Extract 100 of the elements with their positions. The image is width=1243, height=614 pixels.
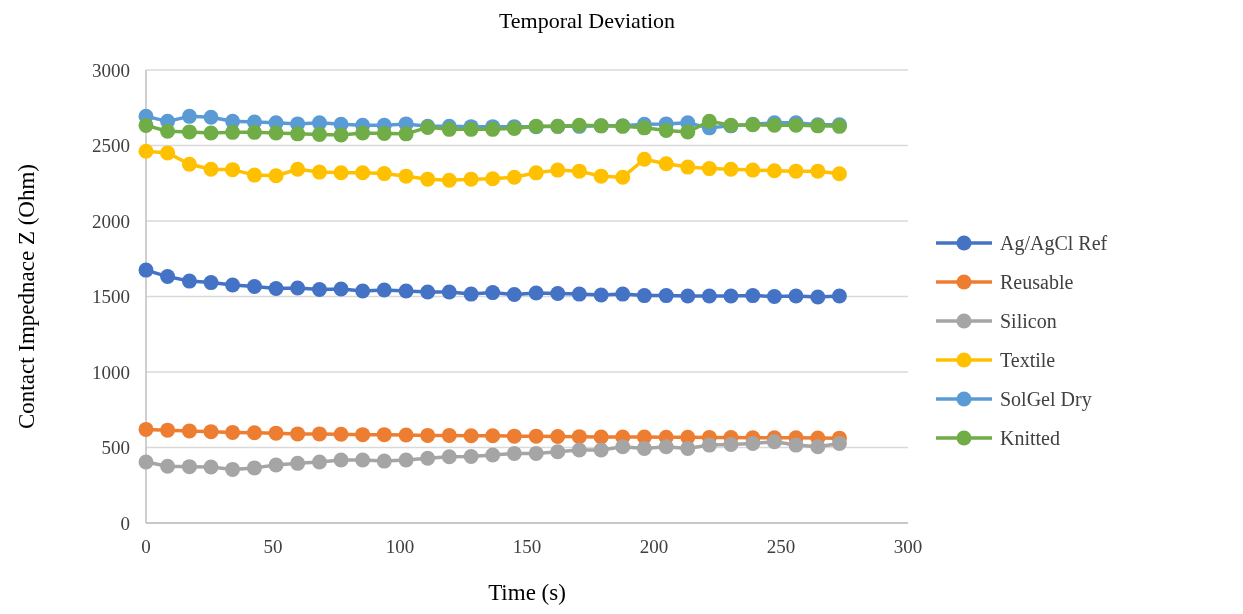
point: [160, 422, 176, 438]
point: [810, 289, 826, 305]
point: [506, 445, 522, 461]
y-tick-label: 0: [120, 512, 130, 534]
point: [355, 452, 371, 468]
point: [246, 167, 262, 183]
point: [550, 285, 566, 301]
point: [203, 109, 219, 125]
point: [701, 161, 717, 177]
point: [225, 162, 241, 178]
x-axis-title: Time (s): [488, 580, 566, 605]
point: [246, 124, 262, 140]
point: [160, 145, 176, 161]
point: [225, 277, 241, 293]
point: [376, 166, 392, 182]
point: [723, 436, 739, 452]
point: [658, 156, 674, 172]
point: [376, 453, 392, 469]
point: [593, 168, 609, 184]
point: [528, 285, 544, 301]
legend-label: SolGel Dry: [1000, 388, 1092, 411]
point: [658, 122, 674, 138]
point: [181, 156, 197, 172]
point: [831, 166, 847, 182]
point: [788, 288, 804, 304]
point: [831, 435, 847, 451]
point: [463, 428, 479, 444]
point: [138, 143, 154, 159]
point: [485, 285, 501, 301]
point: [571, 429, 587, 445]
point: [636, 440, 652, 456]
point: [550, 162, 566, 178]
point: [203, 275, 219, 291]
point: [225, 424, 241, 440]
point: [311, 454, 327, 470]
point: [593, 442, 609, 458]
point: [268, 168, 284, 184]
point: [290, 426, 306, 442]
point: [441, 172, 457, 188]
point: [506, 169, 522, 185]
point: [138, 454, 154, 470]
point: [333, 281, 349, 297]
point: [181, 459, 197, 475]
point: [376, 427, 392, 443]
point: [138, 117, 154, 133]
legend-label: Reusable: [1000, 271, 1074, 293]
point: [138, 421, 154, 437]
y-tick-label: 1000: [92, 361, 130, 383]
point: [181, 273, 197, 289]
point: [463, 171, 479, 187]
point: [290, 126, 306, 142]
point: [268, 125, 284, 141]
point: [355, 165, 371, 181]
point: [571, 286, 587, 302]
point: [311, 426, 327, 442]
point: [506, 428, 522, 444]
chart-title: Temporal Deviation: [498, 8, 676, 33]
point: [485, 447, 501, 463]
point: [831, 288, 847, 304]
point: [680, 124, 696, 140]
point: [615, 286, 631, 302]
point: [311, 282, 327, 298]
legend-label: Knitted: [1000, 427, 1060, 449]
point: [290, 455, 306, 471]
point: [268, 281, 284, 296]
point: [701, 113, 717, 129]
point: [246, 279, 262, 295]
point: [766, 289, 782, 304]
point: [181, 423, 197, 439]
point: [333, 452, 349, 468]
x-tick-label: 300: [893, 536, 923, 557]
point: [701, 288, 717, 304]
point: [745, 162, 761, 178]
point: [181, 124, 197, 140]
point: [766, 163, 782, 179]
point: [615, 439, 631, 455]
legend-label: Ag/AgCl Ref: [1000, 232, 1108, 255]
point: [376, 125, 392, 141]
point: [528, 428, 544, 444]
point: [398, 168, 414, 184]
x-tick-label: 150: [512, 536, 542, 557]
point: [203, 424, 219, 440]
point: [528, 165, 544, 181]
point: [810, 163, 826, 179]
point: [225, 124, 241, 140]
point: [181, 108, 197, 124]
legend-label: Textile: [1000, 349, 1056, 371]
point: [593, 287, 609, 303]
point: [138, 262, 154, 278]
point: [680, 440, 696, 456]
point: [723, 288, 739, 304]
point: [485, 171, 501, 187]
point: [788, 437, 804, 453]
point: [571, 442, 587, 458]
point: [333, 426, 349, 442]
point: [636, 288, 652, 304]
x-tick-label: 250: [766, 536, 796, 557]
point: [290, 280, 306, 296]
point: [463, 286, 479, 302]
point: [550, 428, 566, 444]
